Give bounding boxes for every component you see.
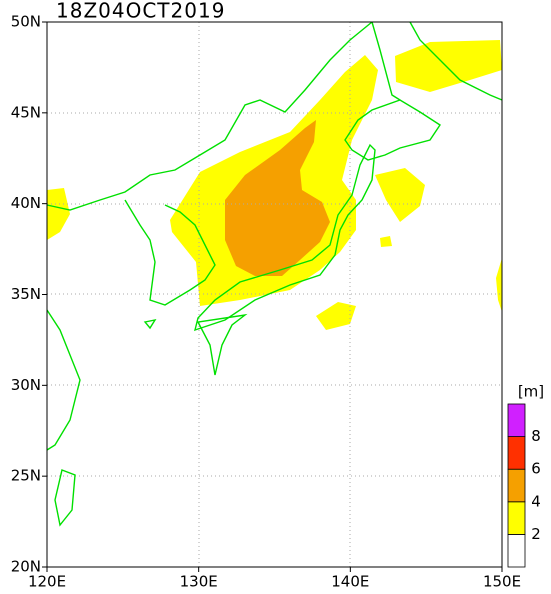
- grid: [47, 22, 502, 567]
- yellow-region: [380, 236, 392, 247]
- y-tick-label: 20N: [11, 558, 41, 576]
- map-area: [46, 21, 503, 568]
- colorbar-label: 4: [531, 492, 541, 510]
- colorbar: [m] 2 4 6 8: [507, 383, 544, 568]
- x-tick-label: 140E: [331, 573, 369, 591]
- yellow-region: [395, 40, 502, 92]
- y-tick-label: 35N: [11, 285, 41, 303]
- colorbar-label: 6: [531, 460, 541, 478]
- y-tick-label: 30N: [11, 376, 41, 394]
- x-tick-label: 120E: [28, 573, 66, 591]
- colorbar-segment: [507, 468, 526, 503]
- map-background: [47, 22, 502, 567]
- orange-region: [225, 120, 330, 276]
- y-tick-label: 40N: [11, 194, 41, 212]
- colorbar-segment: [507, 501, 526, 535]
- map-title: 18Z04OCT2019: [56, 0, 225, 23]
- colorbar-label: 8: [531, 427, 541, 445]
- colorbar-label: 2: [531, 525, 541, 543]
- y-tick-label: 25N: [11, 467, 41, 485]
- yellow-region: [47, 188, 70, 240]
- y-tick-label: 50N: [11, 13, 41, 31]
- colorbar-segment: [507, 436, 526, 470]
- y-tick-label: 45N: [11, 103, 41, 121]
- yellow-region: [496, 258, 502, 312]
- x-tick-label: 150E: [483, 573, 521, 591]
- colorbar-segment: [507, 534, 526, 568]
- coastlines: [46, 21, 503, 527]
- yellow-region: [316, 302, 356, 330]
- yellow-region: [375, 168, 425, 222]
- x-tick-label: 130E: [180, 573, 218, 591]
- colorbar-unit: [m]: [518, 383, 544, 401]
- colorbar-segment: [507, 403, 526, 437]
